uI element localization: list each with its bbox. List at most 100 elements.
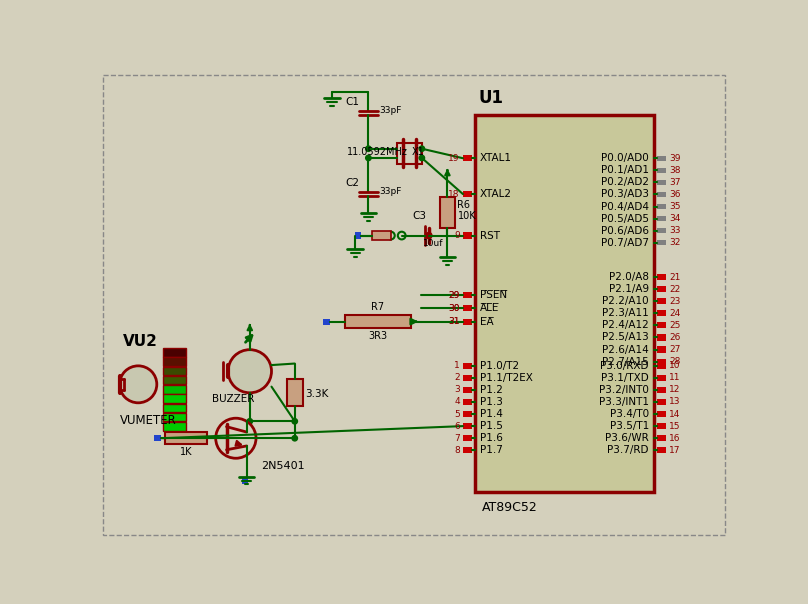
Text: P1.4: P1.4 xyxy=(480,409,503,419)
Text: P1.7: P1.7 xyxy=(480,445,503,455)
Bar xyxy=(657,323,666,329)
Circle shape xyxy=(247,419,253,424)
Bar xyxy=(657,180,666,185)
Bar xyxy=(657,168,666,173)
Circle shape xyxy=(228,350,271,393)
Text: 30: 30 xyxy=(448,304,460,313)
Bar xyxy=(657,399,666,405)
Bar xyxy=(463,233,472,239)
Bar xyxy=(657,286,666,292)
Text: 32: 32 xyxy=(669,238,680,247)
Text: RST: RST xyxy=(480,231,500,240)
Bar xyxy=(657,274,666,280)
Text: P3.7/RD: P3.7/RD xyxy=(608,445,649,455)
Bar xyxy=(657,156,666,161)
Bar xyxy=(657,362,666,369)
Text: 29: 29 xyxy=(448,291,460,300)
Circle shape xyxy=(120,366,157,403)
Circle shape xyxy=(398,232,406,239)
Text: 1K: 1K xyxy=(179,448,192,457)
Bar xyxy=(657,310,666,316)
Bar xyxy=(163,376,187,384)
Text: 7: 7 xyxy=(454,434,460,443)
Text: 14: 14 xyxy=(669,410,680,419)
Text: P0.1/AD1: P0.1/AD1 xyxy=(601,165,649,175)
Circle shape xyxy=(216,418,256,458)
Circle shape xyxy=(292,419,297,424)
Bar xyxy=(657,192,666,197)
Text: P1.1/T2EX: P1.1/T2EX xyxy=(480,373,532,383)
Text: 22: 22 xyxy=(669,284,680,294)
Text: 15: 15 xyxy=(669,422,680,431)
Text: 18: 18 xyxy=(448,190,460,199)
Text: 9: 9 xyxy=(454,231,460,240)
Text: P2.0/A8: P2.0/A8 xyxy=(609,272,649,282)
Bar xyxy=(163,367,187,375)
Text: A̅L̅E̅: A̅L̅E̅ xyxy=(480,303,499,313)
Text: C1: C1 xyxy=(345,97,359,107)
Bar xyxy=(163,403,187,412)
Bar xyxy=(463,292,472,298)
Text: 5: 5 xyxy=(454,410,460,419)
Text: P3.1/TXD: P3.1/TXD xyxy=(601,373,649,383)
Bar xyxy=(242,478,248,484)
Bar xyxy=(657,359,666,365)
Text: P2.3/A11: P2.3/A11 xyxy=(602,308,649,318)
Bar xyxy=(657,298,666,304)
Circle shape xyxy=(387,232,395,239)
Bar xyxy=(475,115,654,492)
Text: 13: 13 xyxy=(669,397,680,406)
Bar xyxy=(463,423,472,429)
Text: 3: 3 xyxy=(454,385,460,394)
Bar xyxy=(463,447,472,454)
Bar xyxy=(657,335,666,341)
Bar xyxy=(323,318,330,325)
Text: R6: R6 xyxy=(457,200,470,210)
Text: 30: 30 xyxy=(448,304,460,313)
Bar xyxy=(163,358,187,366)
Bar xyxy=(163,422,187,431)
Text: X1: X1 xyxy=(412,147,424,157)
Bar xyxy=(657,347,666,353)
Circle shape xyxy=(426,233,432,239)
Text: 1: 1 xyxy=(454,361,460,370)
Text: P1.0/T2: P1.0/T2 xyxy=(480,361,519,371)
Text: P0.3/AD3: P0.3/AD3 xyxy=(601,190,649,199)
Bar xyxy=(657,447,666,454)
Text: 8: 8 xyxy=(454,446,460,455)
Text: P3.2/INT0: P3.2/INT0 xyxy=(599,385,649,395)
Bar xyxy=(657,374,666,381)
Text: P3.5/T1: P3.5/T1 xyxy=(610,421,649,431)
Circle shape xyxy=(366,146,371,152)
Text: P0.0/AD0: P0.0/AD0 xyxy=(601,153,649,163)
Text: 27: 27 xyxy=(669,345,680,354)
Text: 6: 6 xyxy=(454,422,460,431)
Text: 21: 21 xyxy=(669,272,680,281)
Text: 33pF: 33pF xyxy=(379,187,402,196)
Bar xyxy=(657,228,666,233)
Text: 11.0592MHz: 11.0592MHz xyxy=(347,147,408,157)
Text: P0.6/AD6: P0.6/AD6 xyxy=(601,226,649,236)
Text: XTAL2: XTAL2 xyxy=(480,189,512,199)
Bar xyxy=(440,197,455,228)
Text: 12: 12 xyxy=(669,385,680,394)
Circle shape xyxy=(366,155,371,161)
Text: P1.6: P1.6 xyxy=(480,433,503,443)
Text: 29: 29 xyxy=(448,291,460,300)
Bar xyxy=(657,387,666,393)
Text: 2: 2 xyxy=(454,373,460,382)
Text: 3.3K: 3.3K xyxy=(305,390,328,399)
Text: E̅A̅: E̅A̅ xyxy=(480,316,494,327)
Text: P3.6/WR: P3.6/WR xyxy=(605,433,649,443)
Text: XTAL1: XTAL1 xyxy=(480,153,512,163)
Bar xyxy=(345,315,411,328)
Text: 31: 31 xyxy=(448,317,460,326)
Bar xyxy=(372,231,391,240)
Text: AT89C52: AT89C52 xyxy=(482,501,537,515)
Bar xyxy=(657,423,666,429)
Text: 4: 4 xyxy=(454,397,460,406)
Text: P0.4/AD4: P0.4/AD4 xyxy=(601,202,649,211)
Text: VU2: VU2 xyxy=(123,334,158,349)
Text: 19: 19 xyxy=(448,154,460,162)
Text: P2.1/A9: P2.1/A9 xyxy=(608,284,649,294)
